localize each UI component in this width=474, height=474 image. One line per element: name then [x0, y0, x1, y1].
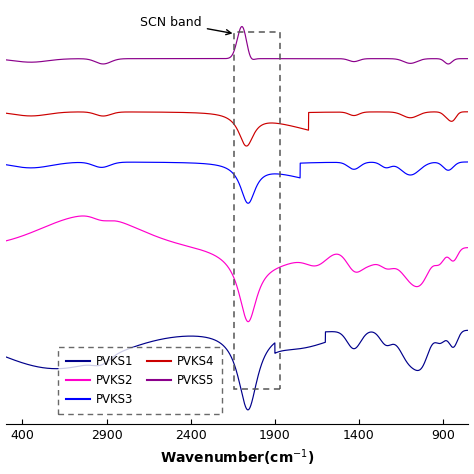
Bar: [235, 32, 280, 389]
Legend: PVKS1, PVKS2, PVKS3, PVKS4, PVKS5: PVKS1, PVKS2, PVKS3, PVKS4, PVKS5: [58, 347, 222, 414]
X-axis label: Wavenumber(cm$^{-1}$): Wavenumber(cm$^{-1}$): [160, 448, 314, 468]
Text: SCN band: SCN band: [140, 16, 231, 35]
